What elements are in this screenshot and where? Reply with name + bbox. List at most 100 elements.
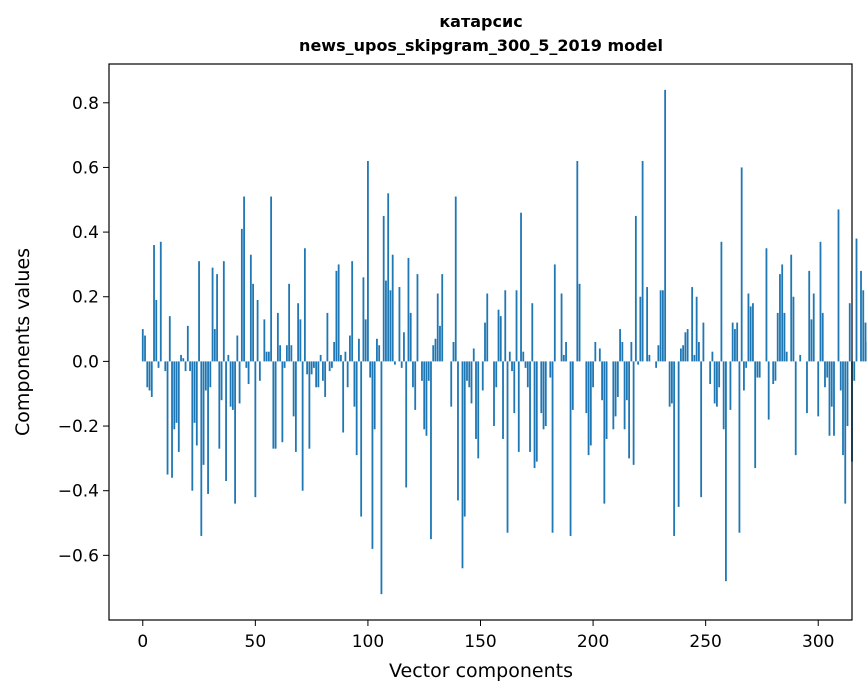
bar bbox=[385, 280, 387, 362]
bar bbox=[281, 361, 284, 443]
bar bbox=[767, 361, 770, 420]
bar bbox=[621, 342, 624, 362]
bar bbox=[628, 361, 631, 459]
bar bbox=[380, 361, 383, 595]
y-tick-label: 0.8 bbox=[72, 94, 99, 114]
bar bbox=[204, 361, 207, 391]
bar bbox=[337, 264, 340, 362]
bar bbox=[619, 329, 621, 362]
bar bbox=[216, 274, 218, 362]
bar bbox=[670, 361, 673, 404]
bar bbox=[288, 283, 291, 362]
bar bbox=[227, 354, 230, 362]
bar bbox=[677, 361, 680, 507]
bar bbox=[765, 248, 768, 362]
bar bbox=[166, 361, 169, 475]
bar bbox=[506, 361, 509, 533]
y-axis-label: Components values bbox=[12, 248, 34, 436]
bar bbox=[513, 361, 516, 414]
bar bbox=[828, 361, 831, 436]
bar bbox=[729, 361, 732, 410]
bar bbox=[407, 257, 410, 362]
bar bbox=[839, 361, 842, 391]
bar bbox=[711, 351, 714, 362]
bar bbox=[258, 361, 261, 381]
bar bbox=[220, 361, 223, 401]
bar bbox=[400, 361, 403, 368]
bar bbox=[371, 361, 374, 549]
bar bbox=[623, 361, 626, 430]
bar bbox=[297, 303, 300, 362]
bar bbox=[695, 296, 698, 362]
bar bbox=[439, 325, 441, 362]
bar bbox=[720, 241, 723, 362]
bar bbox=[270, 196, 273, 362]
bar bbox=[308, 361, 311, 449]
bar bbox=[499, 316, 502, 362]
bar bbox=[526, 361, 529, 388]
bar bbox=[569, 361, 572, 536]
bar bbox=[412, 361, 414, 388]
x-tick-label: 0 bbox=[137, 632, 148, 652]
bar bbox=[364, 319, 367, 362]
bar bbox=[853, 361, 856, 381]
bar bbox=[360, 361, 363, 517]
bar bbox=[468, 361, 471, 388]
bar bbox=[342, 361, 345, 433]
bar bbox=[481, 361, 484, 391]
bar bbox=[409, 312, 412, 362]
bar bbox=[594, 342, 597, 362]
x-tick-label: 200 bbox=[577, 632, 609, 652]
bar bbox=[193, 361, 196, 423]
bar bbox=[754, 361, 757, 469]
bar bbox=[639, 296, 642, 362]
bar bbox=[229, 361, 232, 407]
bar bbox=[344, 351, 347, 362]
bar bbox=[637, 361, 640, 365]
bar bbox=[240, 228, 243, 362]
bar bbox=[430, 361, 432, 540]
bar bbox=[164, 361, 167, 372]
bar bbox=[317, 361, 320, 388]
bar bbox=[697, 342, 700, 362]
bar bbox=[515, 290, 518, 362]
bar bbox=[425, 361, 428, 436]
bar bbox=[740, 167, 743, 362]
bar bbox=[776, 312, 779, 362]
bar bbox=[585, 361, 588, 414]
bar bbox=[562, 354, 565, 362]
bar bbox=[150, 361, 153, 397]
bar bbox=[524, 361, 527, 368]
bar bbox=[549, 361, 552, 378]
bar bbox=[725, 361, 727, 582]
bar bbox=[265, 351, 268, 362]
bar bbox=[274, 361, 277, 449]
bar bbox=[351, 261, 354, 362]
bar bbox=[367, 160, 369, 362]
bar bbox=[155, 299, 158, 362]
bar bbox=[673, 361, 676, 536]
bar bbox=[772, 361, 775, 385]
bar bbox=[263, 319, 266, 362]
bar bbox=[493, 361, 495, 427]
bar bbox=[625, 361, 628, 401]
bar bbox=[290, 345, 293, 362]
bar bbox=[378, 345, 381, 362]
bar bbox=[231, 361, 234, 410]
bar bbox=[718, 361, 721, 388]
bar bbox=[461, 361, 464, 569]
bar bbox=[565, 342, 567, 362]
bar bbox=[423, 361, 426, 430]
chart-title: катарсис bbox=[439, 12, 522, 31]
bar bbox=[830, 361, 833, 407]
bar bbox=[862, 290, 865, 362]
bar bbox=[470, 361, 473, 404]
bar bbox=[355, 361, 358, 456]
bar bbox=[168, 316, 171, 362]
bar bbox=[405, 361, 408, 488]
bar bbox=[414, 361, 417, 410]
bar bbox=[691, 287, 694, 362]
bar bbox=[184, 361, 187, 372]
bar bbox=[303, 248, 306, 362]
bar bbox=[353, 361, 356, 407]
